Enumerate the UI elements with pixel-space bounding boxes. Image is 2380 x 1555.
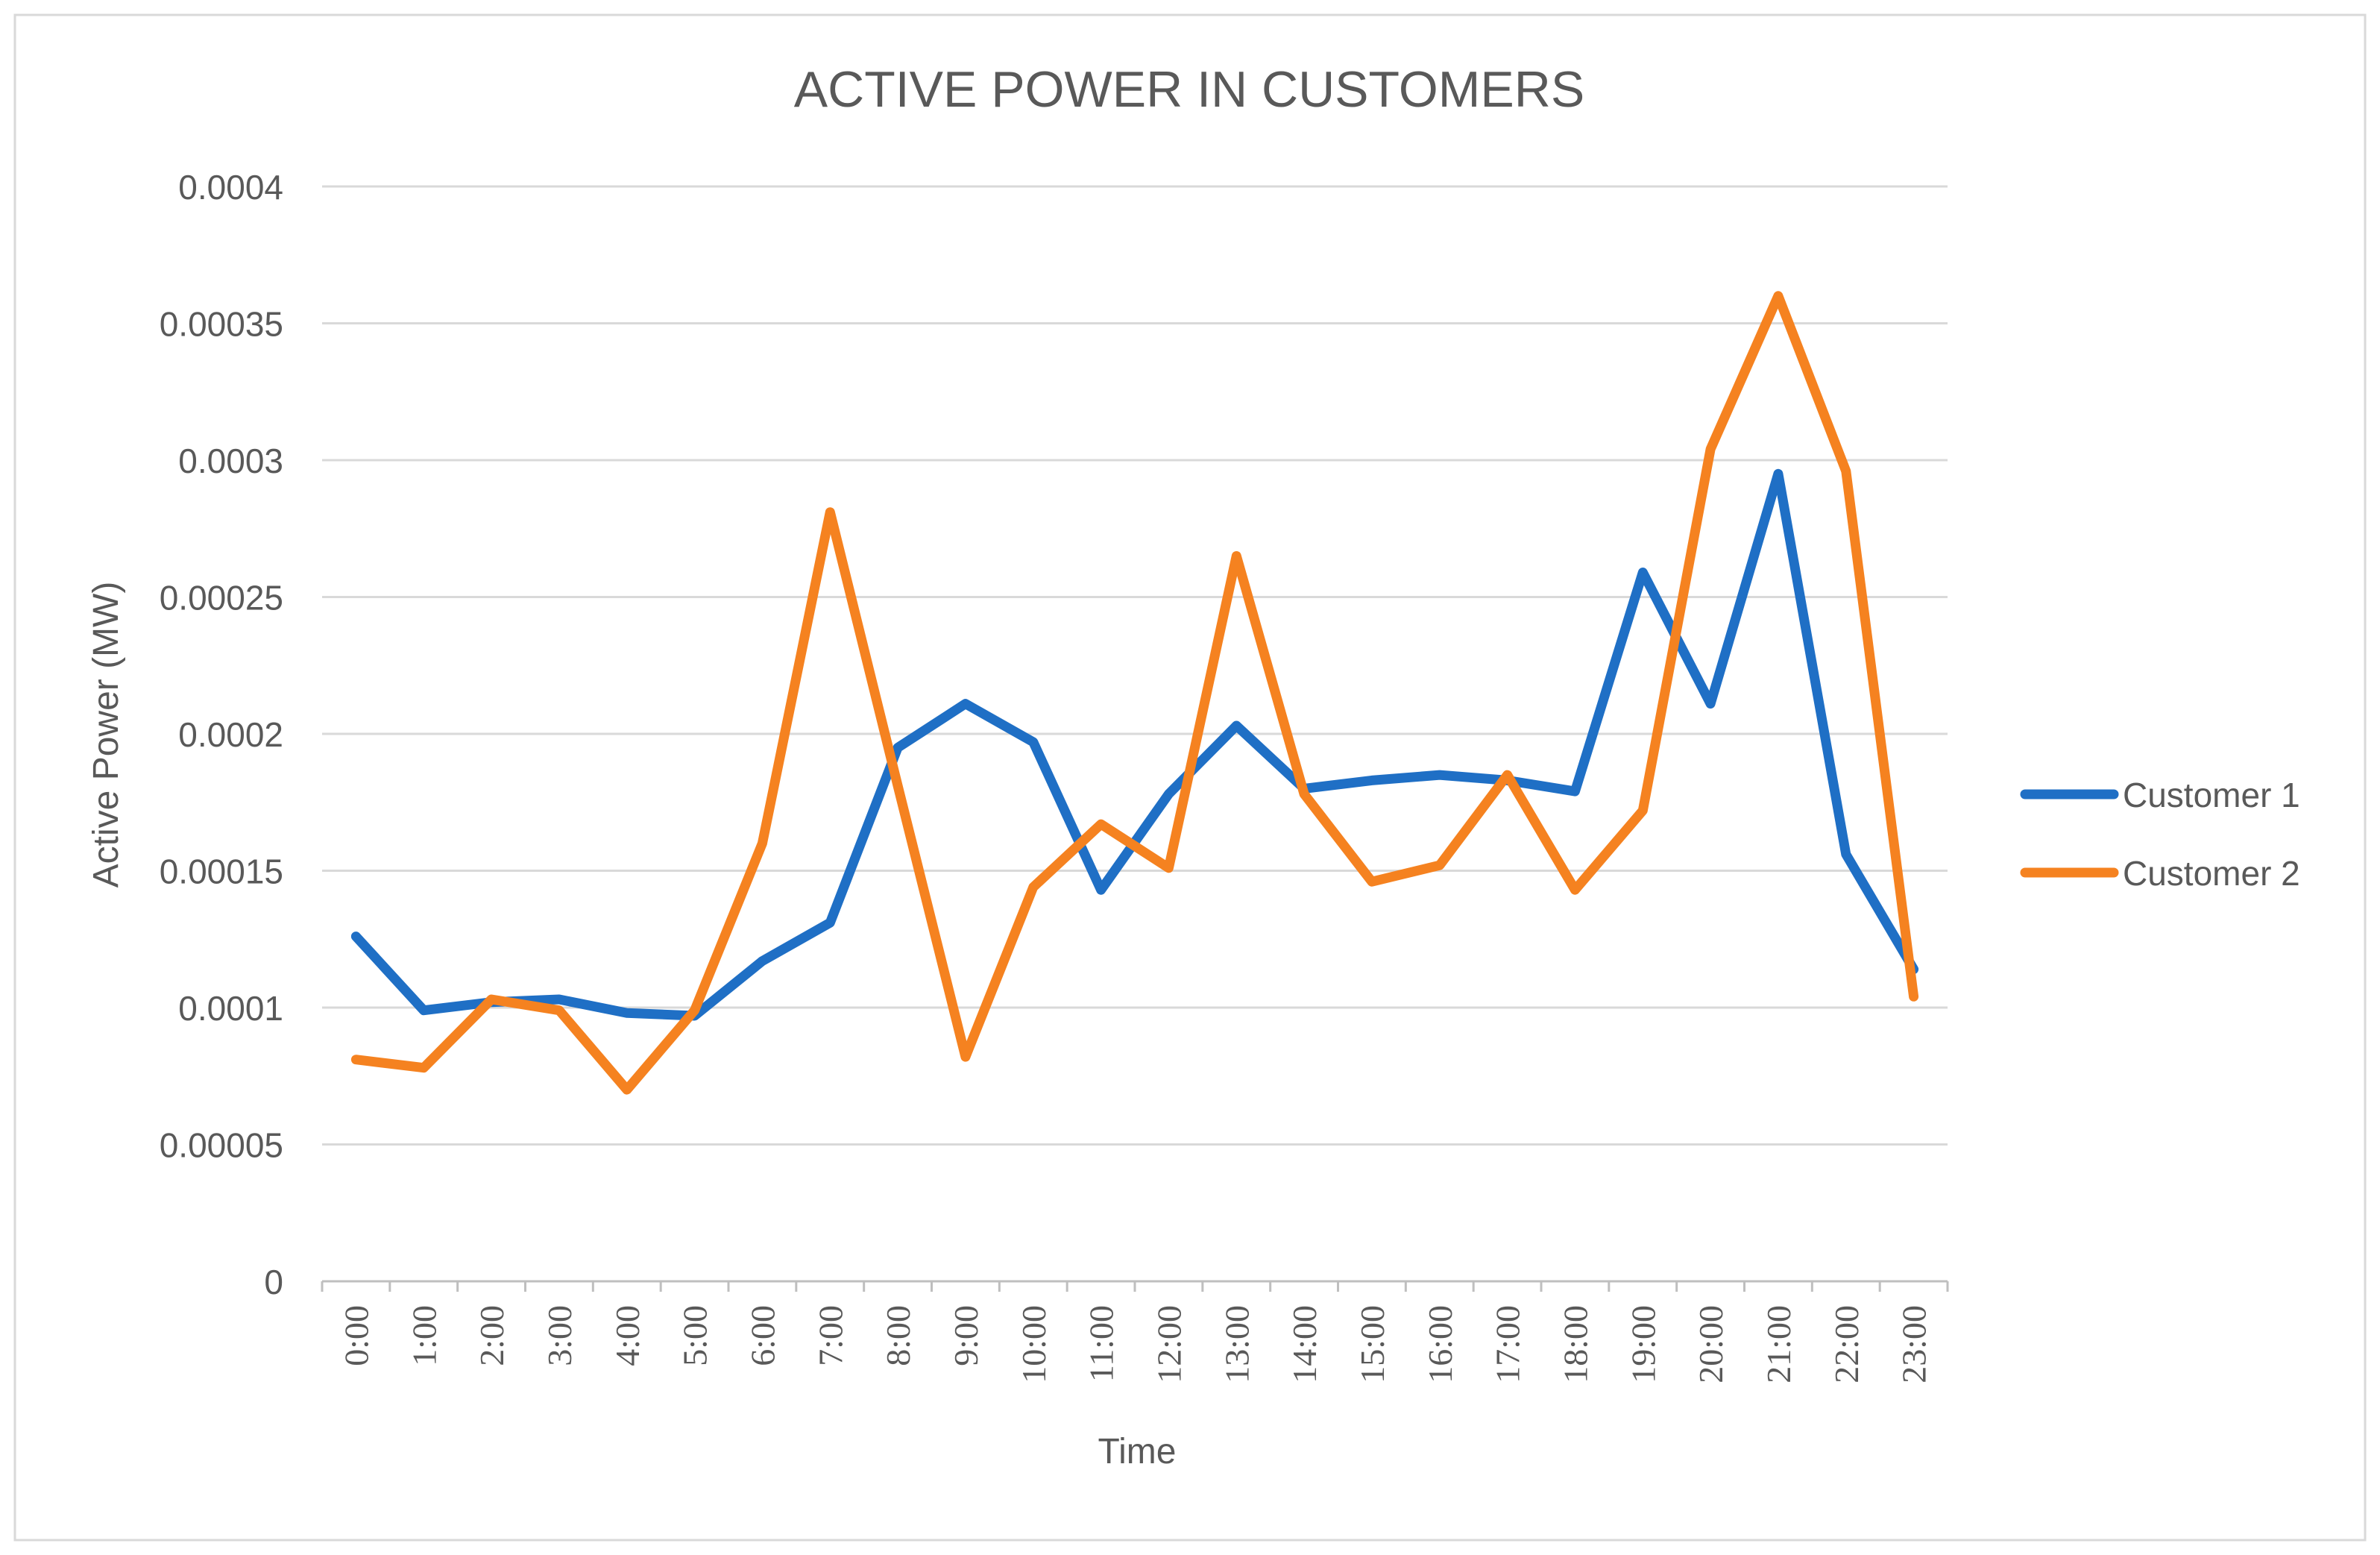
x-tick-label: 8:00 xyxy=(879,1305,917,1366)
series-line-customer-2 xyxy=(350,291,1919,1095)
x-tick-label: 19:00 xyxy=(1624,1305,1662,1383)
x-tick-label: 11:00 xyxy=(1083,1305,1121,1382)
x-tick-label: 21:00 xyxy=(1760,1305,1798,1383)
x-tick-label: 2:00 xyxy=(473,1305,511,1366)
x-axis-tick-labels: 0:00 1:00 2:00 3:00 4:00 5:00 6:00 7:00 8:00 9:00… xyxy=(337,1305,1933,1383)
x-tick-label: 5:00 xyxy=(676,1305,714,1366)
x-tick-label: 9:00 xyxy=(947,1305,985,1366)
x-axis-label: Time xyxy=(1098,1432,1177,1471)
y-tick-label: 0.0004 xyxy=(178,168,283,207)
x-tick-label: 22:00 xyxy=(1828,1305,1866,1383)
x-tick-label: 1:00 xyxy=(405,1305,443,1366)
x-tick-label: 6:00 xyxy=(743,1305,781,1366)
x-tick-label: 17:00 xyxy=(1489,1305,1527,1383)
y-tick-label: 0.00025 xyxy=(160,579,283,618)
y-tick-label: 0.0002 xyxy=(178,715,283,754)
x-axis-ticks xyxy=(321,1281,1949,1292)
chart-title: ACTIVE POWER IN CUSTOMERS xyxy=(794,61,1584,118)
y-axis-label: Active Power (MW) xyxy=(86,582,126,888)
y-tick-label: 0.00015 xyxy=(160,852,283,891)
x-tick-label: 16:00 xyxy=(1421,1305,1459,1383)
x-tick-label: 3:00 xyxy=(541,1305,579,1366)
y-tick-label: 0.0003 xyxy=(178,442,283,480)
x-tick-label: 7:00 xyxy=(811,1305,849,1366)
x-tick-label: 20:00 xyxy=(1692,1305,1730,1383)
x-tick-label: 0:00 xyxy=(337,1305,375,1366)
x-tick-label: 13:00 xyxy=(1218,1305,1256,1383)
x-tick-label: 12:00 xyxy=(1150,1305,1188,1383)
y-axis-tick-labels: 0 0.00005 0.0001 0.00015 0.0002 0.00025 0.0003… xyxy=(160,168,283,1301)
legend-label: Customer 2 xyxy=(2123,854,2300,893)
x-tick-label: 23:00 xyxy=(1895,1305,1933,1383)
y-tick-label: 0 xyxy=(264,1263,283,1301)
y-tick-label: 0.00005 xyxy=(160,1126,283,1165)
x-tick-label: 10:00 xyxy=(1015,1305,1053,1383)
legend-label: Customer 1 xyxy=(2123,776,2300,814)
x-tick-label: 4:00 xyxy=(608,1305,646,1366)
series-lines xyxy=(350,291,1919,1095)
y-tick-label: 0.0001 xyxy=(178,989,283,1028)
legend: Customer 1 Customer 2 xyxy=(2020,776,2300,893)
y-tick-label: 0.00035 xyxy=(160,305,283,344)
x-tick-label: 15:00 xyxy=(1353,1305,1391,1383)
x-tick-label: 18:00 xyxy=(1556,1305,1594,1383)
x-tick-label: 14:00 xyxy=(1285,1305,1323,1383)
